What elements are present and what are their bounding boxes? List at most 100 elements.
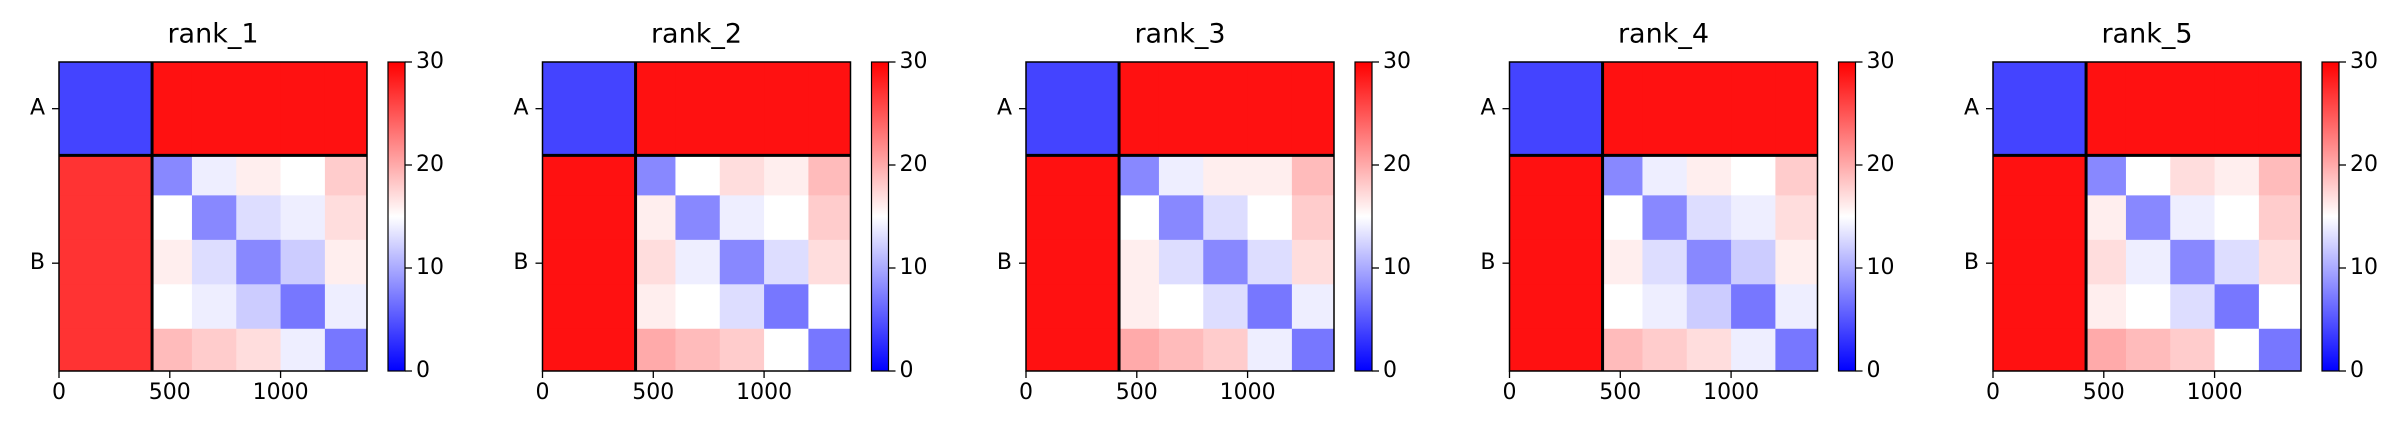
heatmap-cell xyxy=(635,62,676,156)
heatmap-cell xyxy=(2258,62,2302,156)
heatmap-cell xyxy=(1026,284,1120,330)
heatmap-cell xyxy=(2214,195,2260,241)
heatmap-cell xyxy=(1775,155,1818,196)
heatmap-cell xyxy=(152,195,193,241)
panel-title: rank_2 xyxy=(651,19,742,50)
heatmap-cell xyxy=(152,239,193,285)
y-tick-label: A xyxy=(513,96,528,121)
colorbar-tick-label: 20 xyxy=(1383,152,1411,177)
heatmap-cell xyxy=(1119,328,1160,372)
colorbar-tick-label: 0 xyxy=(1383,358,1397,383)
heatmap-cell xyxy=(1291,155,1335,196)
heatmap-cell xyxy=(1247,62,1293,156)
panel-title: rank_3 xyxy=(1134,19,1225,50)
heatmap-cell xyxy=(2086,62,2127,156)
y-tick-label: A xyxy=(1480,96,1495,121)
colorbar-tick-label: 20 xyxy=(1867,152,1895,177)
heatmap-cell xyxy=(808,62,851,156)
heatmap-cell xyxy=(1119,62,1160,156)
heatmap-cell xyxy=(1119,239,1160,285)
x-tick-label: 0 xyxy=(1503,380,1517,405)
heatmap-cell xyxy=(1731,328,1776,372)
heatmap-cell xyxy=(1158,195,1204,241)
colorbar-tick-label: 10 xyxy=(416,255,444,280)
colorbar-tick-label: 20 xyxy=(900,152,928,177)
panel-title: rank_5 xyxy=(2101,19,2192,50)
heatmap-cell xyxy=(280,239,326,285)
heatmap-cell xyxy=(764,195,809,241)
heatmap-cell xyxy=(1291,62,1335,156)
heatmap-cell xyxy=(808,328,851,372)
heatmap-cell xyxy=(675,328,721,372)
heatmap-cell xyxy=(2258,155,2302,196)
heatmap-cell xyxy=(280,284,326,330)
heatmap-cell xyxy=(2170,239,2216,285)
heatmap-cell xyxy=(764,62,809,156)
heatmap-cell xyxy=(2125,328,2171,372)
heatmap-cell xyxy=(2086,195,2127,241)
heatmap-cell xyxy=(1158,284,1204,330)
heatmap-cell xyxy=(1509,62,1604,156)
heatmap-cell xyxy=(764,239,809,285)
heatmap-cell xyxy=(808,284,851,330)
heatmap-cell xyxy=(542,155,637,196)
heatmap-cell xyxy=(280,328,326,372)
colorbar xyxy=(1354,61,1373,372)
heatmap-cell xyxy=(1775,284,1818,330)
heatmap-cell xyxy=(324,328,368,372)
heatmap-cell xyxy=(719,62,765,156)
heatmap-cell xyxy=(1509,284,1604,330)
heatmap-cell xyxy=(59,195,153,241)
heatmap-cell xyxy=(1158,239,1204,285)
heatmap-cell xyxy=(1993,239,2087,285)
heatmap-cell xyxy=(191,328,237,372)
heatmap-cell xyxy=(635,239,676,285)
heatmap-cell xyxy=(1119,284,1160,330)
colorbar-tick-label: 30 xyxy=(900,49,928,74)
heatmap-cell xyxy=(675,195,721,241)
heatmap-cell xyxy=(1993,328,2087,372)
y-tick-label: A xyxy=(30,96,45,121)
heatmap-cell xyxy=(1731,195,1776,241)
heatmap-cell xyxy=(2258,195,2302,241)
heatmap-cell xyxy=(764,284,809,330)
heatmap-cell xyxy=(1775,328,1818,372)
heatmap-cell xyxy=(542,284,637,330)
heatmap-cell xyxy=(2214,62,2260,156)
colorbar-tick-label: 10 xyxy=(1383,255,1411,280)
axes-frame xyxy=(58,61,368,372)
heatmap-cell xyxy=(542,328,637,372)
axes-frame xyxy=(1508,61,1819,372)
axes-frame xyxy=(1025,61,1335,372)
colorbar-tick-label: 20 xyxy=(416,152,444,177)
y-tick-label: B xyxy=(513,250,528,275)
heatmap-cell xyxy=(236,195,282,241)
heatmap-cell xyxy=(2170,155,2216,196)
heatmap-cell xyxy=(191,155,237,196)
heatmap-cell xyxy=(2125,195,2171,241)
panel-title: rank_4 xyxy=(1618,19,1709,50)
heatmap-cell xyxy=(1731,62,1776,156)
heatmap-cell xyxy=(1731,155,1776,196)
heatmap-cell xyxy=(542,62,637,156)
heatmap-cell xyxy=(59,155,153,196)
heatmap-cell xyxy=(764,155,809,196)
heatmap-cell xyxy=(2086,284,2127,330)
heatmap-cell xyxy=(324,62,368,156)
panel-title: rank_1 xyxy=(167,19,258,50)
heatmap-cell xyxy=(280,155,326,196)
panel: rank_3 0 500 1000 A B 0 10 20 30 xyxy=(997,19,1411,406)
heatmap-cell xyxy=(2258,284,2302,330)
panel: rank_4 0 500 1000 A B 0 10 20 30 xyxy=(1480,19,1894,406)
x-tick-label: 500 xyxy=(149,380,191,405)
heatmap-cell xyxy=(236,62,282,156)
panel: rank_2 0 500 1000 A B 0 10 20 30 xyxy=(513,19,927,406)
heatmap-cell xyxy=(808,239,851,285)
heatmap-cell xyxy=(1509,195,1604,241)
heatmap-cell xyxy=(1686,62,1732,156)
heatmap-cell xyxy=(191,284,237,330)
x-tick-label: 500 xyxy=(2083,380,2125,405)
heatmap-cell xyxy=(236,328,282,372)
heatmap-cell xyxy=(1203,62,1249,156)
